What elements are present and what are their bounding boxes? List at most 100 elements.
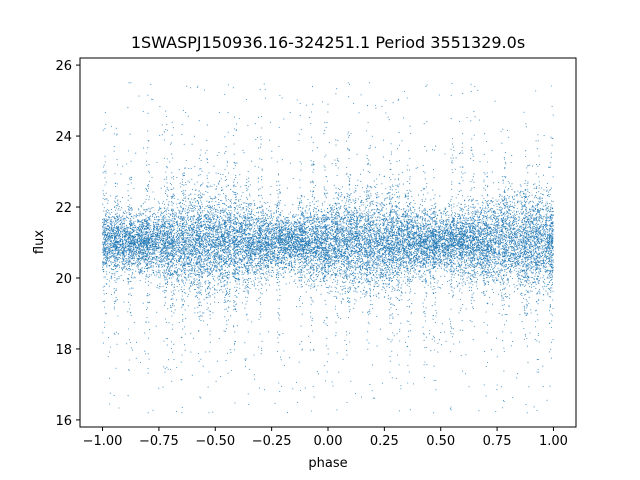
data-point xyxy=(450,94,452,97)
data-point xyxy=(531,290,533,292)
data-point xyxy=(209,311,212,313)
data-point xyxy=(455,272,457,274)
data-point xyxy=(156,238,158,241)
data-point xyxy=(305,222,307,224)
data-point xyxy=(247,331,249,333)
data-point xyxy=(396,354,399,356)
data-point xyxy=(270,261,272,263)
data-point xyxy=(244,214,246,216)
data-point xyxy=(512,264,514,266)
data-point xyxy=(502,304,504,306)
data-point xyxy=(247,281,249,283)
data-point xyxy=(152,225,154,227)
data-point xyxy=(341,193,343,195)
data-point xyxy=(434,222,436,224)
data-point xyxy=(423,339,425,341)
data-point xyxy=(109,253,111,255)
data-point xyxy=(173,343,175,345)
data-point xyxy=(128,359,130,361)
data-point xyxy=(207,237,209,239)
data-point xyxy=(216,291,219,294)
data-point xyxy=(514,269,516,271)
data-point xyxy=(239,198,241,200)
data-point xyxy=(308,285,310,287)
data-point xyxy=(138,209,140,211)
data-point xyxy=(186,260,188,262)
data-point xyxy=(276,189,278,192)
data-point xyxy=(492,257,494,259)
data-point xyxy=(550,187,552,189)
data-point xyxy=(121,247,123,249)
data-point xyxy=(400,276,402,278)
data-point xyxy=(535,240,537,242)
data-point xyxy=(468,255,470,257)
data-point xyxy=(530,211,532,213)
data-point xyxy=(246,247,248,249)
data-point xyxy=(528,257,530,259)
data-point xyxy=(521,204,523,206)
data-point xyxy=(311,219,313,221)
data-point xyxy=(540,262,542,264)
data-point xyxy=(386,283,388,285)
data-point xyxy=(108,377,111,379)
data-point xyxy=(451,181,453,183)
data-point xyxy=(340,224,342,226)
data-point xyxy=(173,292,175,294)
data-point xyxy=(288,219,290,221)
data-point xyxy=(299,217,301,219)
data-point xyxy=(366,339,368,341)
data-point xyxy=(374,276,376,278)
data-point xyxy=(276,282,278,284)
data-point xyxy=(120,275,122,277)
data-point xyxy=(423,333,425,335)
data-point xyxy=(176,411,178,413)
data-point xyxy=(360,226,362,228)
data-point xyxy=(288,262,291,264)
data-point xyxy=(177,276,179,278)
data-point xyxy=(473,219,475,221)
data-point xyxy=(409,292,411,294)
data-point xyxy=(458,274,460,276)
data-point xyxy=(211,269,213,271)
data-point xyxy=(290,254,292,256)
data-point xyxy=(188,211,190,213)
data-point xyxy=(354,249,356,251)
data-point xyxy=(253,280,255,282)
data-point xyxy=(464,247,466,249)
data-point xyxy=(354,184,356,187)
data-point xyxy=(491,264,493,266)
data-point xyxy=(347,232,349,234)
data-point xyxy=(385,248,387,251)
data-point xyxy=(274,242,276,244)
data-point xyxy=(198,273,201,275)
data-point xyxy=(373,229,375,231)
data-point xyxy=(481,201,483,203)
data-point xyxy=(132,221,135,223)
data-point xyxy=(355,187,357,189)
data-point xyxy=(391,189,393,191)
data-point xyxy=(157,284,159,286)
data-point xyxy=(301,286,303,288)
data-point xyxy=(188,288,190,290)
data-point xyxy=(461,146,463,149)
data-point xyxy=(215,172,217,174)
data-point xyxy=(348,206,350,208)
data-point xyxy=(253,273,255,275)
data-point xyxy=(197,195,199,197)
data-point xyxy=(125,219,127,221)
data-point xyxy=(473,292,475,294)
data-point xyxy=(191,210,193,212)
data-point xyxy=(537,235,539,237)
data-point xyxy=(480,222,482,224)
data-point xyxy=(164,235,166,237)
data-point xyxy=(253,244,255,246)
data-point xyxy=(368,255,370,257)
data-point xyxy=(247,283,249,285)
data-point xyxy=(536,186,538,188)
data-point xyxy=(479,275,481,277)
data-point xyxy=(315,289,318,291)
data-point xyxy=(394,288,396,290)
data-point xyxy=(346,232,348,234)
data-point xyxy=(198,233,200,235)
data-point xyxy=(213,214,215,216)
